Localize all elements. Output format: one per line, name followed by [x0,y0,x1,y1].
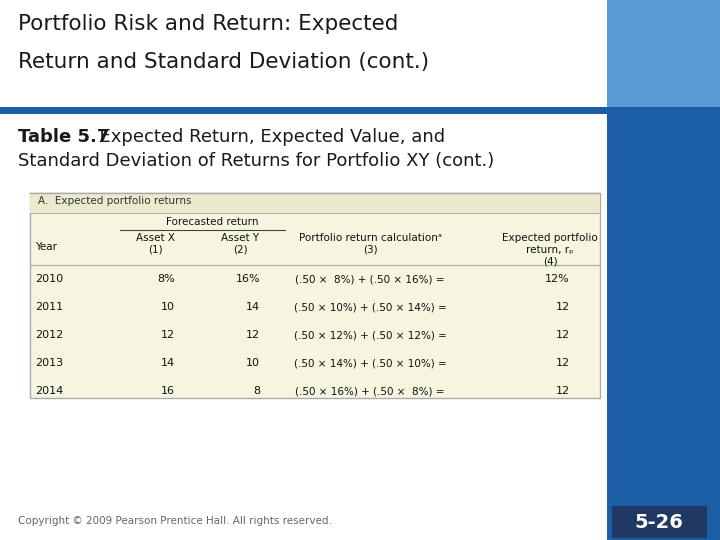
Text: 8%: 8% [157,274,175,284]
Text: Year: Year [35,242,57,252]
FancyBboxPatch shape [0,114,605,540]
Text: 2014: 2014 [35,386,63,396]
Text: (.50 × 16%) + (.50 ×  8%) =: (.50 × 16%) + (.50 × 8%) = [295,386,445,396]
Text: 12: 12 [556,386,570,396]
Text: A.  Expected portfolio returns: A. Expected portfolio returns [38,196,192,206]
Text: 8: 8 [253,386,260,396]
Text: Expected Return, Expected Value, and: Expected Return, Expected Value, and [88,128,445,146]
Text: Expected portfolio
return, rₚ
(4): Expected portfolio return, rₚ (4) [502,233,598,266]
FancyBboxPatch shape [612,506,707,538]
Text: 14: 14 [246,302,260,312]
Text: 12: 12 [161,330,175,340]
Text: 16: 16 [161,386,175,396]
Text: Return and Standard Deviation (cont.): Return and Standard Deviation (cont.) [18,52,429,72]
Text: Asset X
(1): Asset X (1) [135,233,174,254]
Text: (.50 ×  8%) + (.50 × 16%) =: (.50 × 8%) + (.50 × 16%) = [295,274,445,284]
Text: 12: 12 [556,302,570,312]
Text: 10: 10 [161,302,175,312]
Text: Standard Deviation of Returns for Portfolio XY (cont.): Standard Deviation of Returns for Portfo… [18,152,494,170]
Text: 14: 14 [161,358,175,368]
Text: 12: 12 [246,330,260,340]
Text: 16%: 16% [235,274,260,284]
Text: Forecasted return: Forecasted return [166,217,258,227]
Text: 12%: 12% [545,274,570,284]
Text: Asset Y
(2): Asset Y (2) [221,233,259,254]
Text: Portfolio return calculationᵃ
(3): Portfolio return calculationᵃ (3) [299,233,441,254]
FancyBboxPatch shape [0,107,607,114]
FancyBboxPatch shape [607,107,720,540]
FancyBboxPatch shape [30,193,600,213]
Text: Copyright © 2009 Pearson Prentice Hall. All rights reserved.: Copyright © 2009 Pearson Prentice Hall. … [18,516,332,526]
Text: (.50 × 12%) + (.50 × 12%) =: (.50 × 12%) + (.50 × 12%) = [294,330,446,340]
FancyBboxPatch shape [607,0,720,107]
Text: 2011: 2011 [35,302,63,312]
Text: 2010: 2010 [35,274,63,284]
Text: (.50 × 14%) + (.50 × 10%) =: (.50 × 14%) + (.50 × 10%) = [294,358,446,368]
Text: 10: 10 [246,358,260,368]
Text: 5-26: 5-26 [634,512,683,531]
FancyBboxPatch shape [0,0,607,107]
Text: Portfolio Risk and Return: Expected: Portfolio Risk and Return: Expected [18,14,398,34]
FancyBboxPatch shape [30,193,600,398]
Text: 12: 12 [556,358,570,368]
Text: 2013: 2013 [35,358,63,368]
Text: 2012: 2012 [35,330,63,340]
Text: (.50 × 10%) + (.50 × 14%) =: (.50 × 10%) + (.50 × 14%) = [294,302,446,312]
Text: 12: 12 [556,330,570,340]
Text: Table 5.7: Table 5.7 [18,128,109,146]
